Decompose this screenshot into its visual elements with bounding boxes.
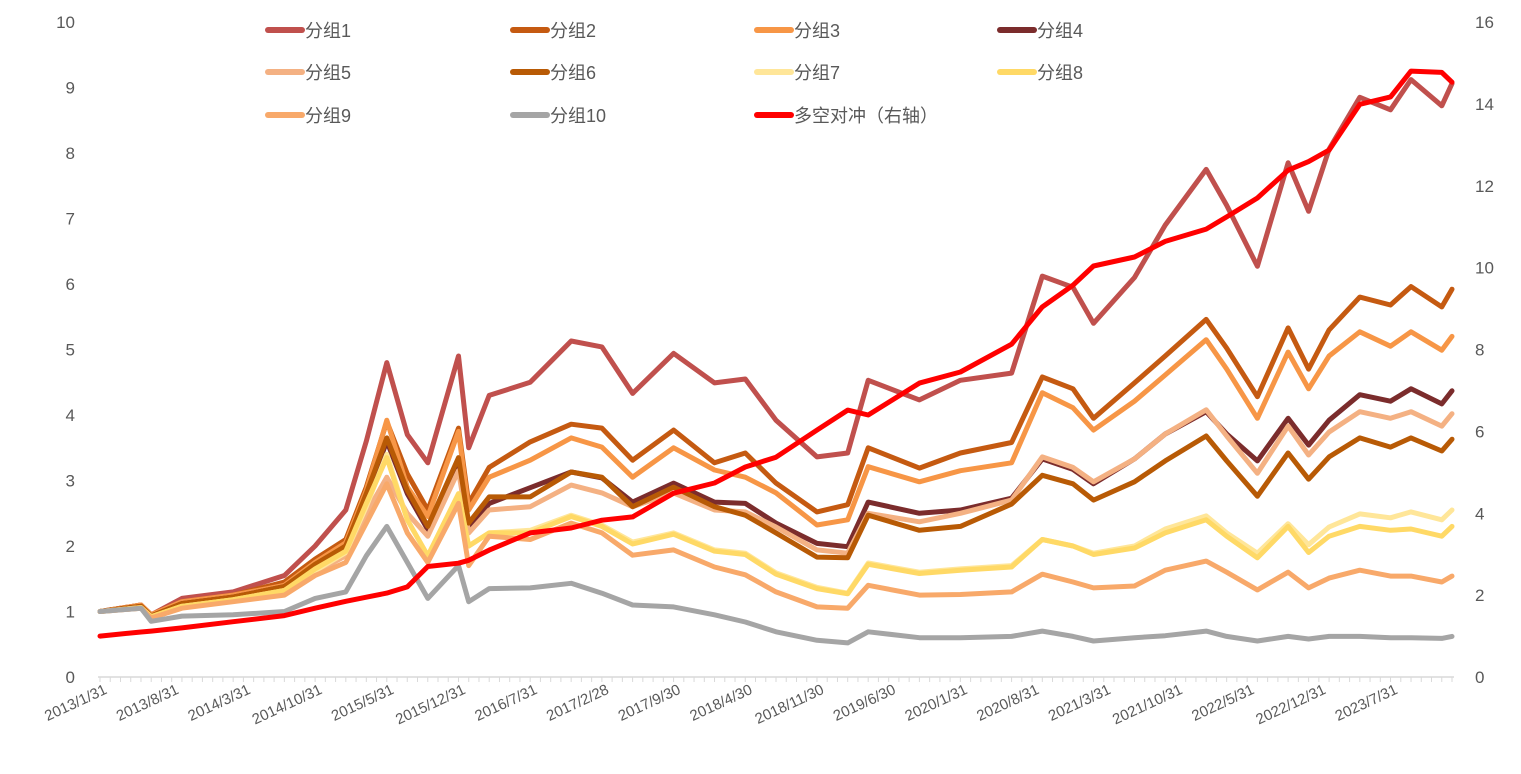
series-line-9: [97, 481, 1455, 621]
legend-label: 多空对冲（右轴）: [794, 106, 938, 126]
y-right-tick-label: 6: [1475, 422, 1484, 441]
legend-label: 分组9: [305, 106, 351, 126]
legend-label: 分组10: [550, 106, 606, 126]
y-right-tick-label: 16: [1475, 13, 1494, 32]
y-right-tick-label: 10: [1475, 259, 1494, 278]
series-line-1: [97, 77, 1455, 618]
series-line-6: [97, 433, 1455, 619]
y-left-tick-label: 1: [66, 603, 75, 622]
series-line-11: [97, 68, 1455, 639]
x-tick-label: 2014/10/31: [250, 681, 325, 728]
y-left-tick-label: 5: [66, 341, 75, 360]
y-left-tick-label: 0: [66, 668, 75, 687]
x-tick-label: 2019/6/30: [831, 681, 899, 725]
x-tick-label: 2022/12/31: [1253, 681, 1328, 728]
x-tick-label: 2018/4/30: [687, 681, 755, 725]
y-left-tick-label: 3: [66, 472, 75, 491]
x-tick-label: 2016/7/31: [472, 681, 540, 725]
legend-label: 分组4: [1037, 21, 1083, 41]
legend-label: 分组2: [550, 21, 596, 41]
legend-label: 分组3: [794, 21, 840, 41]
x-tick-label: 2022/5/31: [1189, 681, 1257, 725]
y-left-tick-label: 2: [66, 537, 75, 556]
legend-label: 分组1: [305, 21, 351, 41]
x-tick-label: 2017/9/30: [616, 681, 684, 725]
x-tick-label: 2021/10/31: [1110, 681, 1185, 728]
x-tick-label: 2020/8/31: [974, 681, 1042, 725]
x-tick-label: 2014/3/31: [185, 681, 253, 725]
series-line-8: [97, 455, 1455, 620]
y-left-tick-label: 6: [66, 275, 75, 294]
x-tick-label: 2015/12/31: [393, 681, 468, 728]
legend-label: 分组8: [1037, 63, 1083, 83]
y-left-tick-label: 9: [66, 79, 75, 98]
y-left-tick-label: 7: [66, 210, 75, 229]
y-left-tick-label: 4: [66, 406, 75, 425]
x-tick-label: 2023/7/31: [1333, 681, 1401, 725]
x-tick-label: 2013/1/31: [42, 681, 110, 725]
y-right-tick-label: 14: [1475, 95, 1494, 114]
y-right-tick-label: 12: [1475, 177, 1494, 196]
y-right-tick-label: 4: [1475, 504, 1484, 523]
legend-label: 分组6: [550, 63, 596, 83]
legend-label: 分组7: [794, 63, 840, 83]
x-tick-label: 2021/3/31: [1046, 681, 1114, 725]
y-right-tick-label: 0: [1475, 668, 1484, 687]
y-left-tick-label: 8: [66, 144, 75, 163]
y-right-tick-label: 8: [1475, 341, 1484, 360]
y-right-tick-label: 2: [1475, 586, 1484, 605]
x-tick-label: 2020/1/31: [902, 681, 970, 725]
x-tick-label: 2013/8/31: [114, 681, 182, 725]
y-left-tick-label: 10: [56, 13, 75, 32]
legend-label: 分组5: [305, 63, 351, 83]
x-tick-label: 2015/5/31: [329, 681, 397, 725]
x-tick-label: 2017/2/28: [544, 681, 612, 725]
series-line-10: [97, 523, 1455, 646]
x-tick-label: 2018/11/30: [752, 681, 826, 728]
